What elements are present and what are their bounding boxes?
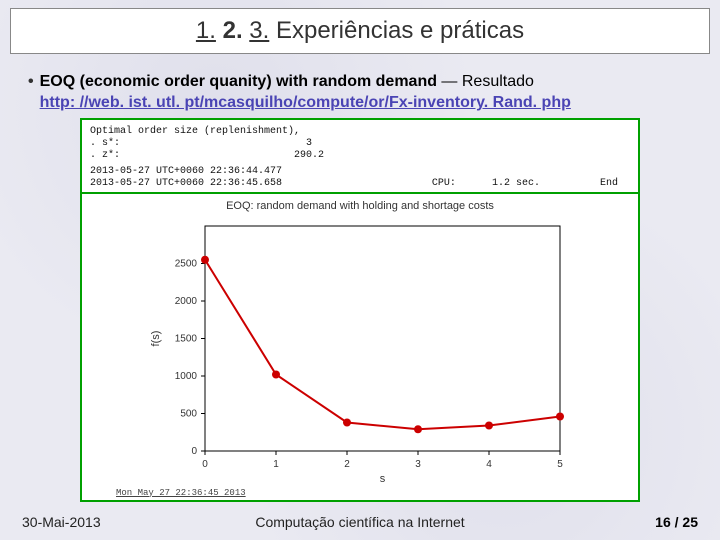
bullet-row: • EOQ (economic order quanity) with rand… — [10, 72, 710, 114]
chart-panel: EOQ: random demand with holding and shor… — [82, 194, 638, 500]
svg-text:f(s): f(s) — [150, 330, 162, 346]
svg-text:4: 4 — [486, 459, 492, 470]
footer-title: Computação científica na Internet — [255, 514, 464, 530]
svg-text:s: s — [380, 473, 386, 485]
bullet-link[interactable]: http: //web. ist. utl. pt/mcasquilho/com… — [40, 94, 571, 111]
output-frame: Optimal order size (replenishment), . s*… — [80, 118, 640, 502]
svg-text:2: 2 — [344, 459, 350, 470]
chart-timestamp: Mon May 27 22:36:45 2013 — [86, 486, 634, 498]
bullet-content: EOQ (economic order quanity) with random… — [40, 72, 571, 114]
title-text: Experiências e práticas — [276, 17, 524, 44]
svg-text:1000: 1000 — [175, 371, 198, 382]
slide-footer: 30-Mai-2013 Computação científica na Int… — [0, 514, 720, 530]
title-num-3: 3. — [249, 17, 269, 44]
svg-text:1: 1 — [273, 459, 279, 470]
svg-text:0: 0 — [202, 459, 208, 470]
svg-text:0: 0 — [191, 446, 197, 457]
svg-text:1500: 1500 — [175, 333, 198, 344]
footer-page: 16 / 25 — [655, 514, 698, 530]
svg-text:2000: 2000 — [175, 296, 198, 307]
console-line: 2013-05-27 UTC+0060 22:36:45.658 CPU: 1.… — [90, 178, 630, 190]
bullet-bold: EOQ (economic order quanity) with random… — [40, 73, 437, 90]
slide-title: 1. 2. 3. Experiências e práticas — [10, 8, 710, 54]
console-line: . s*: 3 — [90, 138, 630, 150]
console-line: . z*: 290.2 — [90, 150, 630, 162]
svg-text:500: 500 — [180, 408, 197, 419]
title-num-1: 1. — [196, 17, 216, 44]
title-num-2: 2. — [223, 17, 243, 44]
console-output: Optimal order size (replenishment), . s*… — [82, 120, 638, 192]
console-line: Optimal order size (replenishment), — [90, 126, 630, 138]
console-line: 2013-05-27 UTC+0060 22:36:44.477 — [90, 166, 630, 178]
svg-text:2500: 2500 — [175, 258, 198, 269]
svg-text:5: 5 — [557, 459, 563, 470]
footer-date: 30-Mai-2013 — [22, 514, 101, 530]
chart-title: EOQ: random demand with holding and shor… — [86, 200, 634, 212]
eoq-chart: 0 500 1000 1500 2000 2500 0 1 2 3 4 5 s f(s) — [145, 216, 575, 486]
svg-text:3: 3 — [415, 459, 421, 470]
bullet-marker: • — [28, 72, 34, 114]
bullet-dash: — Resultado — [437, 73, 534, 90]
